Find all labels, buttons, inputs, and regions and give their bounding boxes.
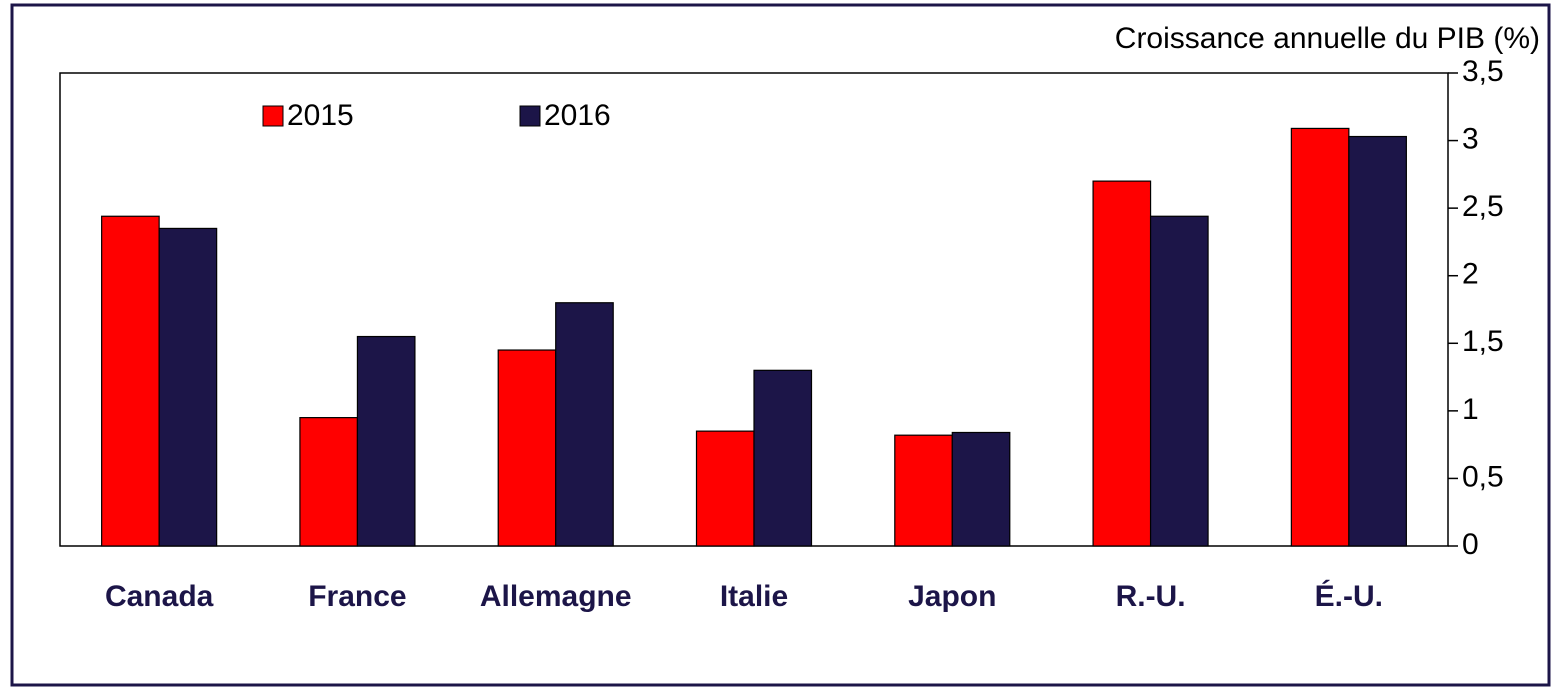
y-tick-label: 0 [1462, 528, 1479, 561]
legend-swatch [519, 105, 541, 127]
bar [158, 227, 218, 547]
y-tick-label: 0,5 [1462, 460, 1504, 493]
bar [555, 302, 614, 547]
bar [356, 335, 416, 547]
x-tick-label: É.-U. [1315, 579, 1383, 613]
x-tick-label: Canada [105, 580, 214, 613]
legend-label: 2016 [544, 99, 611, 132]
bar [1092, 180, 1152, 547]
bar [951, 431, 1011, 547]
bar [753, 369, 813, 547]
y-tick-label: 1,5 [1462, 325, 1504, 358]
x-tick-label: Italie [720, 580, 788, 613]
bar [1290, 127, 1350, 547]
x-tick-label: R.-U. [1116, 580, 1186, 613]
bar [497, 349, 557, 547]
x-tick-label: France [308, 580, 406, 613]
y-tick-label: 1 [1462, 393, 1479, 426]
bar [1348, 135, 1407, 547]
bar [894, 434, 953, 547]
x-tick-label: Allemagne [480, 580, 632, 613]
x-tick-label: Japon [908, 580, 996, 613]
bar [299, 417, 359, 547]
y-tick-label: 2,5 [1462, 190, 1504, 223]
legend-swatch [262, 105, 284, 127]
legend-label: 2015 [287, 99, 354, 132]
y-tick-label: 2 [1462, 258, 1479, 291]
y-tick-label: 3 [1462, 122, 1479, 155]
bar [1149, 215, 1209, 547]
y-axis-label: Croissance annuelle du PIB (%) [1115, 22, 1540, 55]
y-tick-label: 3,5 [1462, 55, 1504, 88]
bar [695, 430, 755, 547]
bar [101, 215, 160, 547]
